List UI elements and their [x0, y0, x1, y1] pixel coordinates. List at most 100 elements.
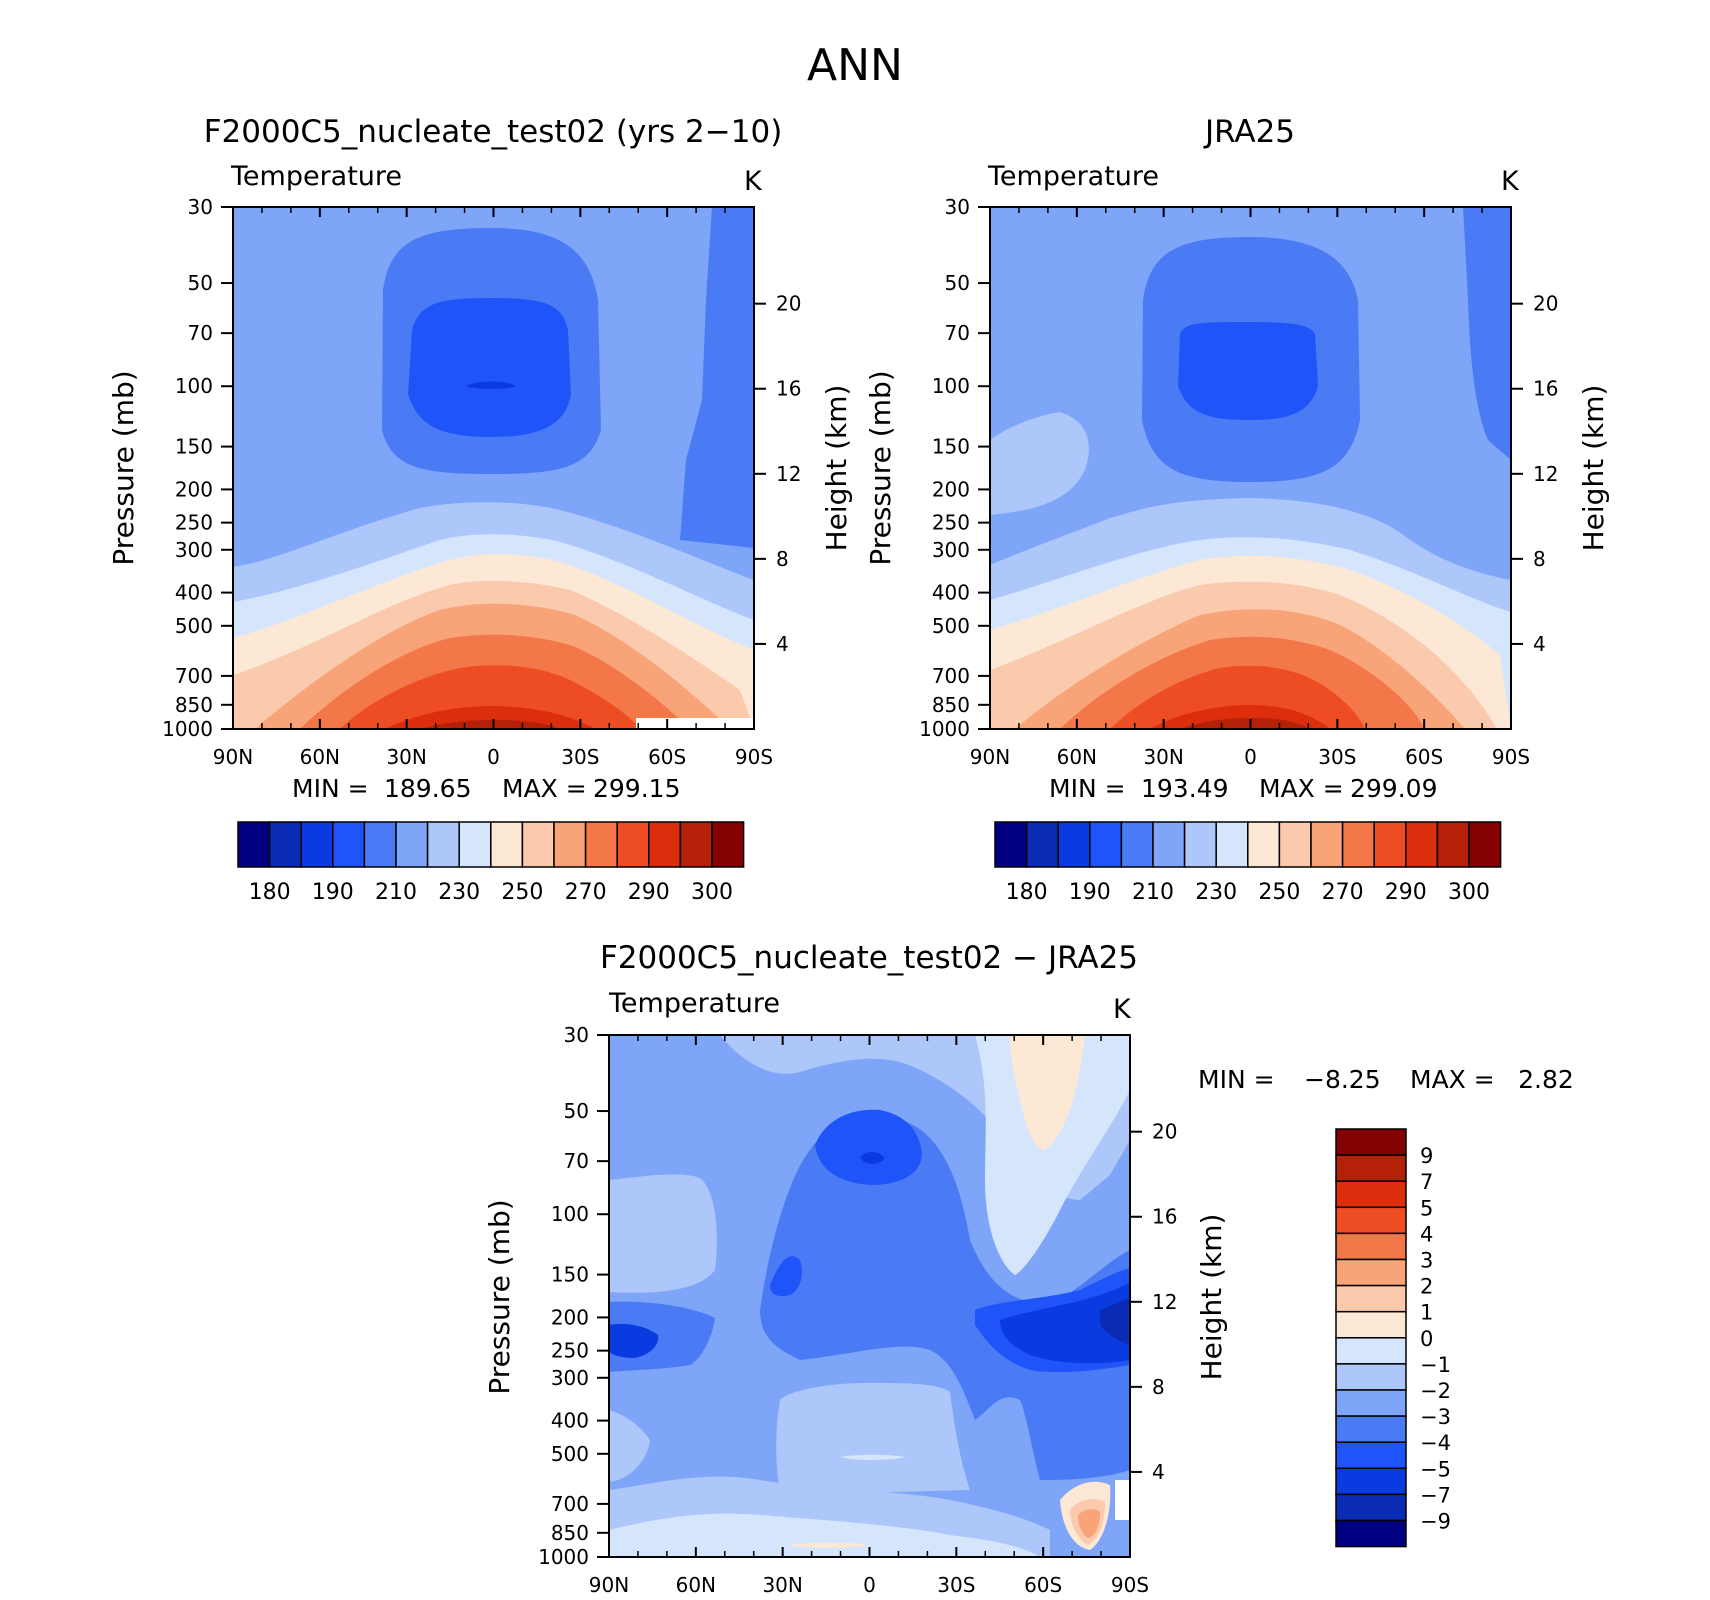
y-tick-label: 30	[945, 195, 970, 219]
y-tick-label: 850	[175, 693, 213, 717]
colorbar-label: 210	[375, 880, 417, 905]
y-tick-label: 150	[932, 435, 970, 459]
contour-band-neg5-tropical	[860, 1152, 885, 1164]
colorbar-box	[1247, 821, 1281, 868]
colorbar-label: 9	[1420, 1144, 1433, 1168]
x-tick-label: 90N	[213, 745, 253, 769]
colorbar-box	[1335, 1206, 1407, 1235]
max-value: 299.15	[593, 774, 680, 803]
axes: 90N 60N 30N 0 30S 60S 90S 30 50 70 100 150 200 250 300…	[919, 195, 1558, 769]
colorbar-box	[426, 821, 460, 868]
colorbar-box	[1335, 1467, 1407, 1496]
contour-band-tropopause-inner	[408, 298, 571, 437]
y-axis-label: Pressure (mb)	[864, 370, 897, 565]
colorbar-label: 180	[1006, 880, 1048, 905]
y-tick-label: 500	[932, 614, 970, 638]
x-tick-label: 30S	[561, 745, 599, 769]
y2-axis-label: Height (km)	[1577, 385, 1610, 552]
y-tick-label: 70	[188, 321, 213, 345]
colorbar-label: 300	[1448, 880, 1490, 905]
y2-tick-label: 20	[1533, 292, 1558, 316]
colorbar-label: −4	[1420, 1431, 1451, 1455]
colorbar-label: 250	[1258, 880, 1300, 905]
y-tick-label: 100	[551, 1202, 589, 1226]
contour-band-neg5-nh-jet	[609, 1323, 659, 1358]
y2-tick-label: 16	[1533, 377, 1558, 401]
colorbar-box	[1089, 821, 1123, 868]
colorbar-box	[584, 821, 618, 868]
y-tick-label: 400	[175, 581, 213, 605]
y-tick-label: 100	[175, 374, 213, 398]
colorbar-box	[1341, 821, 1375, 868]
x-tick-label: 60N	[676, 1573, 716, 1597]
x-tick-label: 30N	[1143, 745, 1183, 769]
colorbar-label: −5	[1420, 1457, 1451, 1481]
contour-band-pos1-top	[1010, 1035, 1085, 1150]
y2-tick-label: 8	[1533, 547, 1546, 571]
y-axis-label: Pressure (mb)	[483, 1199, 516, 1394]
contour-band-pos3-sh-low	[1078, 1509, 1100, 1538]
colorbar-box	[237, 821, 271, 868]
y-tick-label: 1000	[538, 1545, 589, 1569]
colorbar-label: 5	[1420, 1196, 1433, 1220]
max-label: MAX =	[1259, 774, 1344, 803]
contour-band-neg2-nh-mid	[609, 1410, 650, 1482]
colorbar-box	[679, 821, 713, 868]
missing-data-patch	[1115, 1480, 1130, 1520]
y-tick-label: 850	[551, 1521, 589, 1545]
y-tick-label: 850	[932, 693, 970, 717]
x-tick-label: 30S	[1318, 745, 1356, 769]
colorbar-box	[395, 821, 429, 868]
variable-label: Temperature	[987, 161, 1159, 192]
contour-band-293	[385, 706, 595, 729]
axes: 90N 60N 30N 0 30S 60S 90S 30 50 70 100 150 200 250 300…	[162, 195, 801, 769]
x-tick-label: 30N	[386, 745, 426, 769]
y2-tick-label: 20	[776, 292, 801, 316]
colorbar-label: 210	[1132, 880, 1174, 905]
figure-title: ANN	[807, 40, 903, 91]
colorbar-box	[1057, 821, 1091, 868]
colorbar-box	[490, 821, 524, 868]
variable-label: Temperature	[230, 161, 402, 192]
min-value: −8.25	[1304, 1065, 1381, 1094]
colorbar-box	[1120, 821, 1154, 868]
y-tick-label: 70	[945, 321, 970, 345]
y-axis-label: Pressure (mb)	[107, 370, 140, 565]
colorbar-box	[711, 821, 745, 868]
y2-tick-label: 16	[1152, 1205, 1177, 1229]
y-tick-label: 1000	[162, 717, 213, 741]
x-tick-label: 30N	[762, 1573, 802, 1597]
colorbar-box	[268, 821, 302, 868]
colorbar-box	[1335, 1310, 1407, 1339]
y2-tick-label: 4	[776, 632, 789, 656]
max-value: 2.82	[1518, 1065, 1574, 1094]
colorbar-box	[648, 821, 682, 868]
contour-band-neg2-upper-nh	[609, 1174, 717, 1293]
colorbar-box	[332, 821, 366, 868]
colorbar-box	[1335, 1415, 1407, 1443]
y-tick-label: 300	[932, 538, 970, 562]
min-value: 189.65	[384, 774, 471, 803]
y2-tick-label: 20	[1152, 1120, 1177, 1144]
y-tick-label: 250	[551, 1339, 589, 1363]
contour-band-polar-night	[1463, 207, 1511, 460]
contour-band-tropopause-inner	[1178, 322, 1318, 420]
y-tick-label: 200	[551, 1305, 589, 1329]
y-tick-label: 200	[175, 477, 213, 501]
colorbar-label: 190	[1069, 880, 1111, 905]
colorbar-box	[1335, 1389, 1407, 1417]
x-tick-label: 60S	[648, 745, 686, 769]
contour-band-neg1-tropical-mid	[840, 1454, 905, 1460]
max-label: MAX =	[502, 774, 587, 803]
y2-tick-label: 8	[1152, 1375, 1165, 1399]
y-tick-label: 50	[564, 1099, 589, 1123]
contour-band-297	[1180, 718, 1310, 729]
colorbar-box	[1405, 821, 1439, 868]
y2-tick-label: 4	[1152, 1460, 1165, 1484]
contour-band-neg4-tropical	[815, 1109, 922, 1185]
x-tick-label: 90S	[735, 745, 773, 769]
colorbar-box	[1335, 1493, 1407, 1522]
colorbar-label: 250	[501, 880, 543, 905]
colorbar-box	[1310, 821, 1344, 868]
